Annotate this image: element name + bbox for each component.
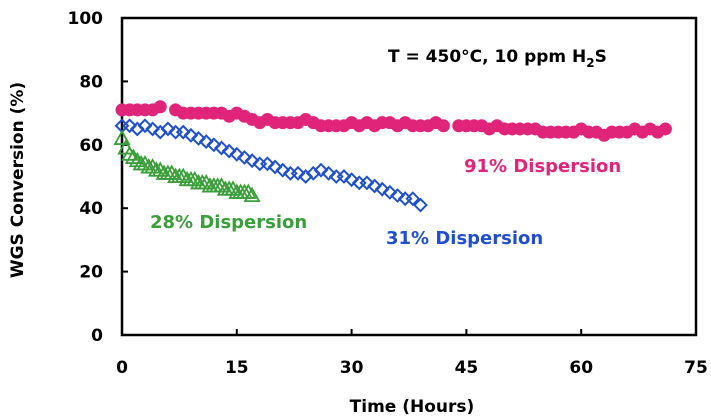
data-point <box>239 183 257 199</box>
series-layer <box>113 100 672 213</box>
data-point <box>144 158 162 174</box>
data-point <box>405 191 421 207</box>
data-point <box>221 143 237 159</box>
annotation-suffix: S <box>595 47 607 67</box>
data-point <box>198 134 214 150</box>
data-point <box>124 148 143 164</box>
x-tick-label: 45 <box>455 358 479 378</box>
data-point <box>413 197 428 213</box>
annotation-subscript: 2 <box>586 56 594 70</box>
annotation-prefix: T = 450°C, 10 ppm H <box>388 47 586 67</box>
x-tick-label: 15 <box>225 358 249 378</box>
y-tick-label: 0 <box>91 326 103 346</box>
x-tick-label: 30 <box>340 358 364 378</box>
data-point <box>224 180 242 196</box>
data-point <box>183 127 199 143</box>
data-point <box>237 150 252 165</box>
data-point <box>212 177 231 193</box>
data-point <box>259 156 275 172</box>
axes <box>120 16 698 337</box>
data-point <box>313 162 329 178</box>
data-point <box>122 118 138 134</box>
data-point <box>145 121 161 137</box>
data-point <box>267 159 283 175</box>
data-point <box>658 122 672 136</box>
series-1 <box>114 118 428 213</box>
y-tick-label: 100 <box>68 9 104 29</box>
data-point <box>206 137 222 153</box>
y-tick-label: 60 <box>79 136 103 156</box>
x-tick-label: 0 <box>116 358 128 378</box>
series-2 <box>113 129 261 203</box>
data-point <box>436 119 450 133</box>
data-point <box>321 165 337 181</box>
data-point <box>367 178 382 194</box>
data-point <box>186 170 204 187</box>
data-point <box>390 188 405 203</box>
data-point <box>121 145 139 161</box>
data-point <box>174 167 192 184</box>
data-point <box>374 181 390 197</box>
condition-annotation: T = 450°C, 10 ppm H2S <box>388 47 607 70</box>
data-point <box>290 165 306 181</box>
data-point <box>137 118 153 134</box>
data-point <box>163 164 181 180</box>
data-point <box>160 121 176 137</box>
x-tick-label: 75 <box>684 358 708 378</box>
y-tick-label: 20 <box>79 263 103 283</box>
data-point <box>275 162 291 178</box>
data-point <box>243 186 261 203</box>
x-tick-label: 60 <box>569 358 593 378</box>
data-point <box>153 100 167 114</box>
data-point <box>175 124 191 140</box>
series-label-28: 28% Dispersion <box>150 212 307 233</box>
data-point <box>128 151 146 168</box>
data-point <box>344 172 360 188</box>
data-point <box>229 146 245 162</box>
data-point <box>359 175 375 191</box>
x-axis-title: Time (Hours) <box>350 397 475 417</box>
data-point <box>113 129 131 145</box>
data-point <box>214 140 229 156</box>
y-axis-title: WGS Conversion (%) <box>8 82 28 278</box>
series-0 <box>115 100 672 142</box>
data-point <box>244 153 260 169</box>
y-tick-label: 40 <box>79 199 103 219</box>
data-point <box>382 184 398 200</box>
series-label-91: 91% Dispersion <box>464 156 621 177</box>
data-point <box>151 161 169 177</box>
data-point <box>136 154 154 171</box>
data-point <box>336 169 352 184</box>
plot-frame <box>120 16 698 337</box>
series-label-31: 31% Dispersion <box>386 228 543 249</box>
data-point <box>191 131 206 146</box>
y-tick-label: 80 <box>79 72 103 92</box>
ticks: 0 15 30 45 60 75 0 20 40 60 80 100 <box>68 9 708 378</box>
data-point <box>197 173 215 190</box>
